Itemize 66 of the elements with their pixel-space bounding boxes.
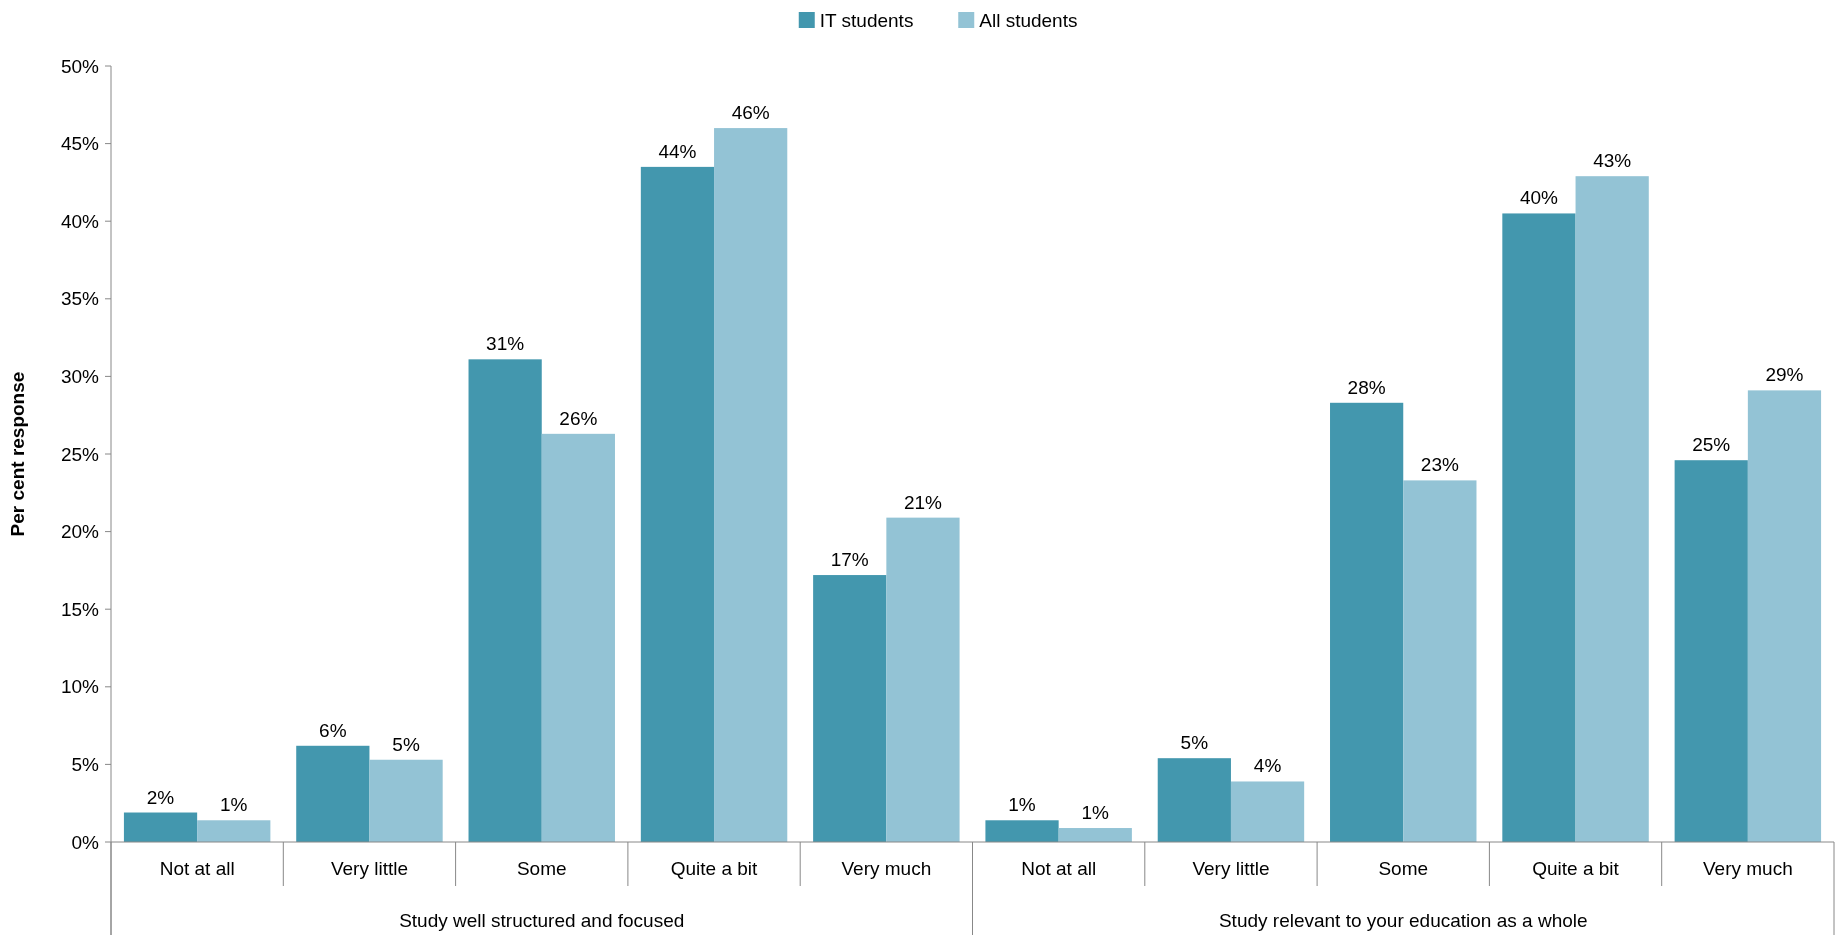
data-label: 17% [830,549,869,571]
text: Study well structured and focused [399,910,685,931]
legend-label: All students [979,9,1078,31]
bar [1230,781,1305,842]
bar [1157,758,1231,842]
bar [640,166,715,842]
y-tick-label: 25% [60,443,100,465]
x-tick-label: Some [516,858,567,879]
bar [541,433,615,842]
bar [123,812,198,842]
data-label: 1% [1081,802,1110,824]
data-label: 21% [903,491,943,513]
x-tick-label: Not at all [159,858,235,879]
x-tick-label: Very much [1702,858,1793,879]
data-label: 2% [146,786,175,808]
bar [1058,828,1132,842]
y-tick-label: 35% [60,288,100,310]
legend-label: IT students [819,9,914,31]
data-label: 23% [1420,454,1459,476]
y-tick-label: 10% [60,676,100,698]
x-tick-label: Very much [841,858,932,879]
y-axis-title: Per cent response [7,371,28,537]
y-tick-label: 0% [71,831,100,853]
y-tick-label: 20% [60,521,100,543]
y-tick-label: 45% [60,133,100,155]
data-label: 25% [1692,434,1731,456]
bar [1403,480,1477,842]
data-label: 6% [319,719,347,741]
data-label: 1% [1008,794,1036,816]
y-tick-label: 50% [60,55,100,77]
y-tick-label: 5% [71,754,100,776]
data-label: 44% [658,140,697,162]
data-label: 31% [486,333,525,355]
data-label: 5% [392,733,420,755]
data-label: 1% [220,794,248,816]
y-tick-label: 15% [60,598,100,620]
bar [813,575,887,842]
x-tick-label: Quite a bit [670,858,759,879]
y-tick-label: 30% [60,366,100,388]
bar [1674,460,1748,842]
bar [1575,176,1649,842]
data-label: 5% [1180,732,1209,754]
data-label: 26% [559,407,598,429]
text: Study relevant to your education as a whole [1218,910,1588,931]
bar [1330,402,1404,842]
bar [369,759,443,842]
x-tick-label: Not at all [1021,858,1097,879]
data-label: 40% [1519,187,1559,209]
x-tick-label: Very little [1192,858,1270,879]
bar [714,128,788,842]
data-label: 43% [1593,150,1632,172]
bar [197,820,271,842]
bar [1502,213,1576,842]
data-label: 29% [1765,364,1804,386]
bar [886,517,960,842]
x-tick-label: Quite a bit [1532,858,1620,879]
data-label: 28% [1347,376,1386,398]
bar [1747,390,1822,842]
data-label: 46% [731,102,770,124]
bar [468,359,542,842]
bar [296,745,370,842]
x-tick-label: Some [1378,858,1429,879]
x-tick-label: Very little [330,858,408,879]
data-label: 4% [1253,755,1282,777]
y-tick-label: 40% [60,210,100,232]
bar [985,820,1059,842]
